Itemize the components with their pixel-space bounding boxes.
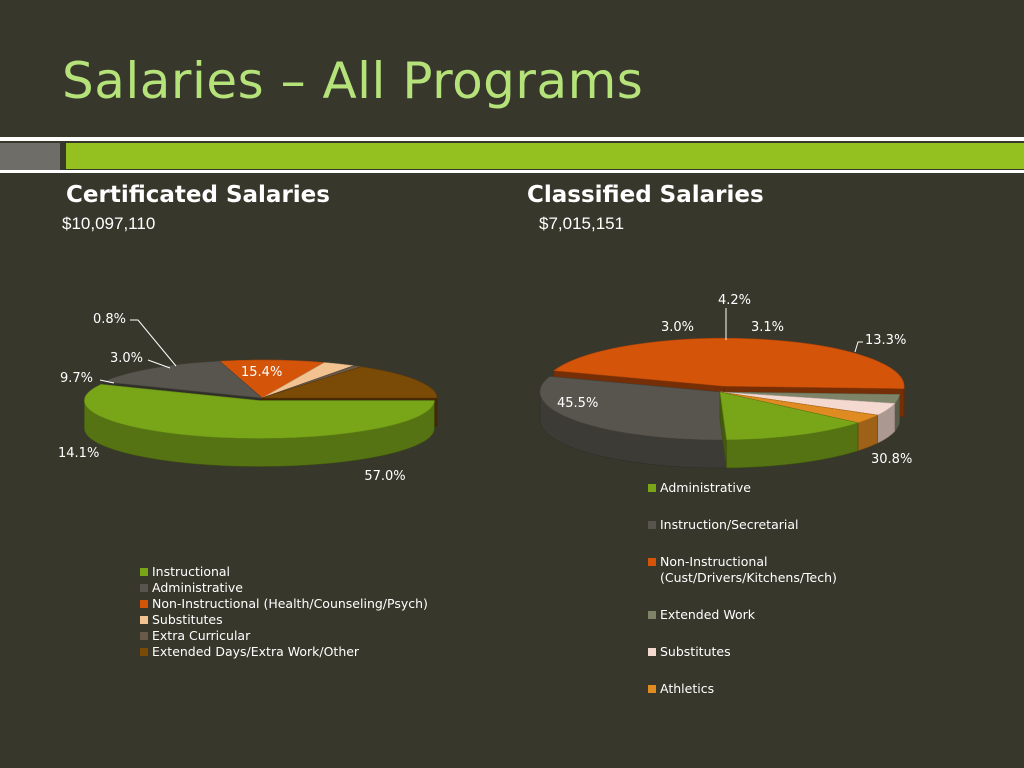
certificated-total: $10,097,110 bbox=[62, 214, 156, 233]
pie2-slice-1-top bbox=[539, 376, 727, 441]
legend2-item-1: Instruction/Secretarial bbox=[648, 517, 837, 533]
legend2-item-5: Athletics bbox=[648, 681, 837, 697]
legend1-label-0: Instructional bbox=[152, 564, 231, 579]
title-divider-bottom bbox=[0, 170, 1024, 173]
legend2-label-3: Extended Work bbox=[660, 607, 755, 622]
pie1-slice-5-top bbox=[261, 366, 438, 399]
pie1-slice-0 bbox=[84, 384, 435, 467]
legend2-label-0: Administrative bbox=[660, 480, 751, 495]
accent-block bbox=[0, 143, 60, 170]
legend2-item-4: Substitutes bbox=[648, 644, 837, 660]
pie1-leader-3 bbox=[147, 359, 171, 369]
pie2-slice-2-top bbox=[553, 337, 905, 389]
legend2-swatch-1 bbox=[648, 521, 656, 529]
accent-bar bbox=[66, 143, 1024, 169]
title-divider-top bbox=[0, 137, 1024, 141]
pie-chart-2: 13.3% 30.8% 45.5% 3.0% 4.2%3.1% bbox=[539, 293, 912, 469]
pie1-data-label-3: 3.0% bbox=[110, 351, 143, 366]
classified-total: $7,015,151 bbox=[539, 214, 625, 233]
pie2-data-label-5: 3.1% bbox=[751, 320, 784, 335]
legend1-item-4: Extra Curricular bbox=[140, 628, 428, 644]
legend2-item-0: Administrative bbox=[648, 480, 837, 496]
legend1-swatch-4 bbox=[140, 632, 148, 640]
pie1-data-label-1: 14.1% bbox=[58, 446, 99, 461]
legend1-label-4: Extra Curricular bbox=[152, 628, 251, 643]
legend1-swatch-5 bbox=[140, 648, 148, 656]
legend2-label-2-1: (Cust/Drivers/Kitchens/Tech) bbox=[660, 570, 837, 585]
classified-title: Classified Salaries bbox=[527, 182, 764, 208]
legend2-swatch-5 bbox=[648, 685, 656, 693]
pie1-leader-2 bbox=[99, 379, 115, 384]
page-title: Salaries – All Programs bbox=[62, 52, 644, 110]
legend2-item-3: Extended Work bbox=[648, 607, 837, 623]
classified-legend: Administrative Instruction/Secretarial Non… bbox=[648, 480, 837, 718]
legend1-item-3: Substitutes bbox=[140, 612, 428, 628]
legend1-item-2: Non-Instructional (Health/Counseling/Psy… bbox=[140, 596, 428, 612]
legend1-label-2: Non-Instructional (Health/Counseling/Psy… bbox=[152, 596, 428, 611]
legend2-item-2: Non-Instructional (Cust/Drivers/Kitchens/… bbox=[648, 554, 837, 586]
legend1-item-1: Administrative bbox=[140, 580, 428, 596]
legend1-swatch-0 bbox=[140, 568, 148, 576]
legend2-swatch-4 bbox=[648, 648, 656, 656]
pie2-slice-1 bbox=[539, 376, 727, 469]
pie2-data-label-4: 4.2% bbox=[718, 293, 751, 308]
pie1-slice-0-top bbox=[84, 384, 435, 439]
pie2-slice-0-top bbox=[719, 391, 860, 441]
legend1-swatch-1 bbox=[140, 584, 148, 592]
pie2-leader-0 bbox=[854, 341, 863, 353]
legend1-swatch-3 bbox=[140, 616, 148, 624]
pie1-data-label-5: 15.4% bbox=[241, 365, 282, 380]
pie2-slice-0 bbox=[719, 391, 860, 469]
pie1-slice-1-top bbox=[102, 360, 263, 399]
legend2-label-2-0: Non-Instructional bbox=[660, 554, 768, 569]
certificated-title: Certificated Salaries bbox=[66, 182, 330, 208]
legend1-item-5: Extended Days/Extra Work/Other bbox=[140, 644, 428, 660]
legend1-label-5: Extended Days/Extra Work/Other bbox=[152, 644, 360, 659]
legend1-label-1: Administrative bbox=[152, 580, 243, 595]
certificated-legend: Instructional Administrative Non-Instructi… bbox=[140, 564, 428, 660]
legend1-label-3: Substitutes bbox=[152, 612, 223, 627]
legend2-label-1: Instruction/Secretarial bbox=[660, 517, 799, 532]
legend1-item-0: Instructional bbox=[140, 564, 428, 580]
legend2-swatch-3 bbox=[648, 611, 656, 619]
pie1-data-label-2: 9.7% bbox=[60, 371, 93, 386]
pie1-data-label-4: 0.8% bbox=[93, 312, 126, 327]
pie2-data-label-2: 45.5% bbox=[557, 396, 598, 411]
legend2-label-4: Substitutes bbox=[660, 644, 731, 659]
legend2-swatch-0 bbox=[648, 484, 656, 492]
pie1-slice-2-top bbox=[218, 359, 326, 399]
pie2-data-label-3: 3.0% bbox=[661, 320, 694, 335]
legend2-label-5: Athletics bbox=[660, 681, 715, 696]
legend1-swatch-2 bbox=[140, 600, 148, 608]
pie2-data-label-1: 30.8% bbox=[871, 452, 912, 467]
pie1-data-label-0: 57.0% bbox=[364, 469, 405, 484]
pie1-leader-4 bbox=[130, 319, 177, 367]
pie2-data-label-0: 13.3% bbox=[865, 333, 906, 348]
legend2-swatch-2 bbox=[648, 558, 656, 566]
pie-chart-1: 57.0% 14.1% 9.7% 3.0% 0.8% 15.4% bbox=[58, 312, 438, 484]
